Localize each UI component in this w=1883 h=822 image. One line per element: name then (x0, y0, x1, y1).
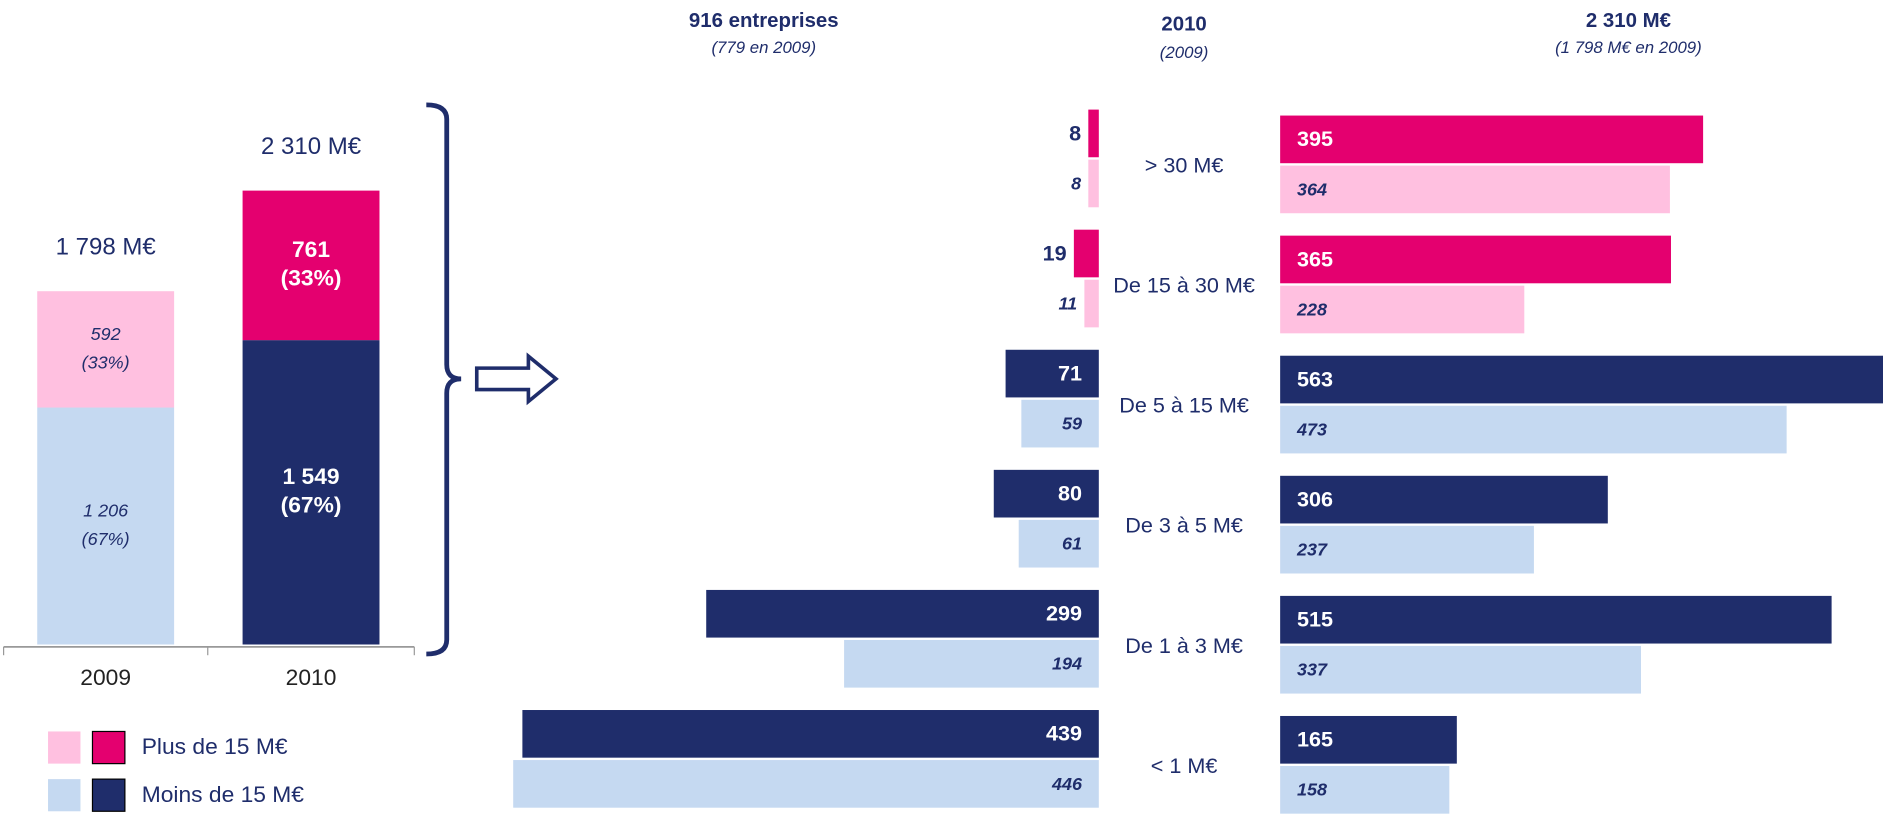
bar (1280, 285, 1525, 334)
subheader: (2009) (1160, 43, 1209, 62)
bar-segment (37, 291, 175, 408)
category-label: > 30 M€ (1145, 154, 1224, 178)
value-label: 365 (1297, 247, 1333, 271)
share-label: (33%) (82, 352, 130, 372)
value-label: 158 (1297, 780, 1327, 800)
bar (1280, 235, 1671, 284)
left-subtitle: (779 en 2009) (711, 38, 816, 57)
right-title: 2 310 M€ (1586, 10, 1671, 32)
value-label: 71 (1058, 362, 1082, 386)
bar (844, 639, 1099, 688)
value-label: 761 (292, 236, 330, 262)
value-label: 439 (1046, 722, 1082, 746)
bar (1073, 229, 1099, 278)
x-tick-label: 2009 (80, 664, 131, 690)
value-label: 1 549 (282, 463, 339, 489)
category-label: De 5 à 15 M€ (1119, 394, 1249, 418)
share-label: (33%) (281, 265, 342, 291)
bar (1088, 159, 1099, 208)
total-label: 1 798 M€ (56, 234, 156, 261)
value-label: 8 (1069, 121, 1081, 145)
category-label: De 1 à 3 M€ (1125, 634, 1243, 658)
bar (522, 710, 1099, 758)
value-label: 563 (1297, 367, 1333, 391)
value-label: 592 (91, 324, 121, 344)
legend-swatch (48, 779, 81, 812)
category-label: De 15 à 30 M€ (1113, 274, 1255, 298)
value-label: 194 (1052, 654, 1082, 674)
value-label: 473 (1296, 420, 1327, 440)
header: 2010 (1161, 13, 1206, 35)
bar (1018, 519, 1099, 568)
bar (1280, 595, 1832, 644)
category-label: < 1 M€ (1151, 754, 1218, 778)
share-label: (67%) (281, 492, 342, 518)
value-label: 515 (1297, 608, 1333, 632)
bar (1005, 349, 1099, 398)
category-label: De 3 à 5 M€ (1125, 514, 1243, 538)
bar (1084, 279, 1099, 328)
right-subtitle: (1 798 M€ en 2009) (1555, 38, 1702, 57)
value-label: 80 (1058, 482, 1082, 506)
legend-label: Moins de 15 M€ (142, 781, 305, 807)
bar (706, 589, 1099, 638)
value-label: 11 (1058, 294, 1077, 314)
value-label: 19 (1043, 241, 1067, 265)
bar (1280, 405, 1787, 454)
bar (1280, 475, 1608, 524)
bar (513, 760, 1099, 808)
value-label: 306 (1297, 488, 1333, 512)
bar (1280, 115, 1704, 164)
value-label: 337 (1297, 660, 1328, 680)
share-label: (67%) (82, 529, 130, 549)
value-label: 59 (1062, 414, 1082, 434)
bar (1280, 165, 1670, 214)
value-label: 8 (1071, 173, 1081, 193)
bar (1280, 766, 1450, 814)
bar (1021, 399, 1099, 448)
bar (1280, 715, 1457, 764)
value-label: 395 (1297, 127, 1333, 151)
value-label: 165 (1297, 728, 1333, 752)
legend-swatch (48, 731, 81, 764)
legend-label: Plus de 15 M€ (142, 733, 288, 759)
legend-swatch (91, 778, 126, 812)
bar-segment (242, 190, 380, 341)
bar (1088, 109, 1099, 158)
value-label: 228 (1296, 299, 1327, 319)
x-tick-label: 2010 (286, 664, 337, 690)
bar (1280, 355, 1883, 404)
bar-segment (242, 340, 380, 645)
value-label: 237 (1296, 540, 1328, 560)
arrow (474, 352, 559, 406)
bar (1280, 525, 1534, 574)
bracket (426, 102, 462, 657)
bar (993, 469, 1099, 518)
left-title: 916 entreprises (689, 10, 839, 32)
value-label: 61 (1062, 534, 1082, 554)
total-label: 2 310 M€ (261, 133, 361, 160)
legend-swatch (91, 730, 126, 765)
value-label: 446 (1051, 774, 1083, 794)
bar (1280, 645, 1642, 694)
value-label: 299 (1046, 602, 1082, 626)
value-label: 364 (1297, 179, 1327, 199)
bar-segment (37, 407, 175, 645)
value-label: 1 206 (83, 500, 128, 520)
